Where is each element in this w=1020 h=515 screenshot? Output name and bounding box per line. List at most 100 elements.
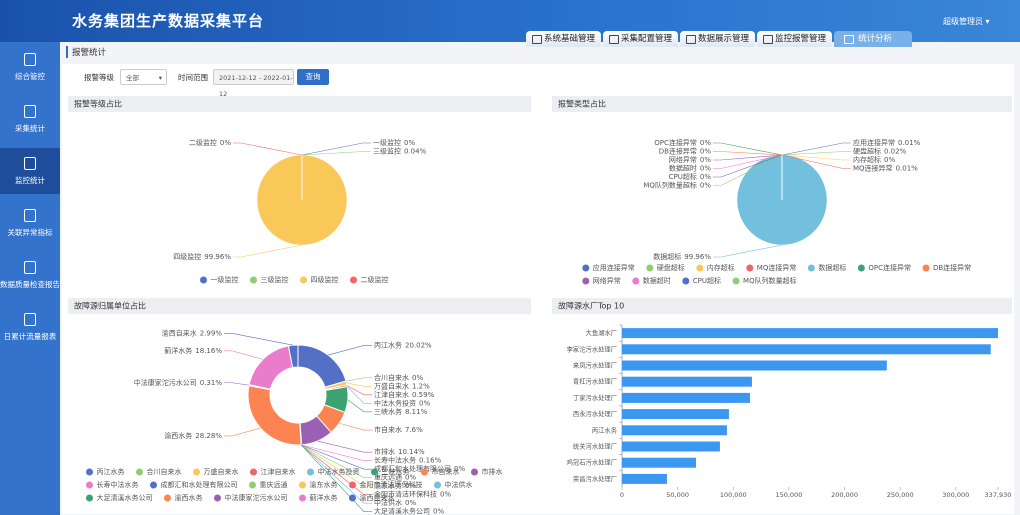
bar (622, 328, 998, 339)
x-tick-label: 50,000 (666, 491, 689, 499)
date-range[interactable]: 2021-12-12 - 2022-01-12 (213, 69, 294, 98)
legend-marker (582, 264, 590, 272)
select-value[interactable]: 全部 (126, 74, 139, 82)
tab[interactable]: 监控报警管理 (757, 31, 833, 47)
y-tick-label: 统关河水处理厂 (573, 442, 617, 451)
legend-label: 渝东水务 (310, 480, 338, 489)
label-line (713, 151, 783, 156)
label-value: 0% (884, 156, 895, 164)
pie-label: 市自来水 7.6% (374, 425, 423, 434)
legend-label: 一级监控 (211, 275, 239, 284)
bar (622, 376, 752, 387)
search-button[interactable]: 查询 (297, 69, 329, 85)
label-line (345, 377, 372, 382)
legend-marker (299, 481, 306, 489)
legend-marker (807, 264, 815, 272)
panel-header (552, 298, 1012, 314)
pie-label: 市排水 10.14% (374, 447, 425, 456)
label-line (781, 142, 851, 156)
label-name: 内存超标 (853, 155, 881, 164)
y-tick-label: 来凤污水处理厂 (573, 361, 617, 370)
label-name: 万盛自来水 (374, 381, 409, 390)
tab-active[interactable]: 统计分析 (834, 31, 913, 47)
legend-marker (732, 277, 740, 285)
label-line (347, 385, 372, 396)
legend-label: 大足清溪水务公司 (97, 493, 153, 502)
label-value: 0% (700, 139, 711, 147)
menu-item[interactable]: 数据质量检查报告 (0, 252, 60, 298)
user-menu[interactable]: 超级管理员 ▾ (943, 17, 990, 26)
menu-item[interactable]: 采集统计 (0, 96, 60, 142)
legend-marker (86, 468, 93, 476)
label-line (224, 427, 261, 437)
x-tick-label: 337,930 (985, 491, 1012, 499)
label-value: 0% (700, 173, 711, 181)
label-value: 20.02% (405, 341, 432, 349)
label-value: 0% (405, 474, 416, 482)
pie-label: 数据超时 0% (669, 164, 711, 173)
legend-label: 金阳市清洁环保科技 (360, 480, 423, 489)
menu-item[interactable]: 综合管控 (0, 44, 60, 90)
legend-marker (300, 276, 307, 284)
legend-label: OPC连接异常 (868, 263, 911, 272)
label-value: 0% (433, 508, 444, 515)
label-value: 2.99% (200, 329, 223, 337)
label-name: 市自来水 (374, 425, 402, 434)
label-line (713, 154, 783, 186)
menu-label[interactable]: 采集统计 (15, 124, 45, 133)
legend-label: 丙江水务 (97, 467, 125, 476)
user-name[interactable]: 超级管理员 (943, 17, 983, 26)
legend-marker (164, 494, 171, 502)
legend-label: 渝西自来水 (360, 493, 395, 502)
legend-label: MQ连接异常 (757, 263, 797, 272)
menu-item[interactable]: 日累计流量报表 (0, 304, 60, 350)
legend-marker (682, 277, 690, 285)
label-name: CPU超标 (669, 172, 697, 181)
pie-label: 硬盘超标 0.02% (853, 147, 907, 156)
label-name: 成都汇和水处理有限公司 (374, 464, 451, 473)
bar (622, 344, 991, 355)
label-line (347, 386, 372, 404)
menu-label[interactable]: 关联异常指标 (7, 228, 53, 237)
legend-label: 中法供水 (445, 480, 473, 489)
label-name: 丙江水务 (374, 340, 402, 349)
label-line (300, 444, 372, 470)
tab[interactable]: 系统基础管理 (526, 31, 602, 47)
label-value: 0% (404, 139, 415, 147)
legend-marker (307, 468, 314, 476)
label-name: 中法康家沱污水公司 (134, 378, 197, 387)
legend-marker (922, 264, 930, 272)
tab[interactable]: 采集配置管理 (603, 31, 679, 47)
label-value: 1.2% (412, 382, 430, 390)
legend-marker (857, 264, 865, 272)
pie-label: 中法康家沱污水公司 0.31% (134, 378, 223, 387)
legend-marker (471, 468, 478, 476)
legend-marker (746, 264, 754, 272)
label-name: OPC连接异常 (654, 138, 697, 147)
label-value: 18.16% (195, 347, 222, 355)
x-tick-label: 100,000 (720, 491, 747, 499)
legend-label: CPU超标 (693, 276, 721, 285)
x-tick-label: 150,000 (775, 491, 802, 499)
menu-label[interactable]: 数据质量检查报告 (0, 280, 60, 289)
menu-label[interactable]: 监控统计 (15, 176, 45, 185)
label-line (347, 399, 372, 413)
legend-label: 中法水务投资 (318, 467, 360, 476)
legend-marker (646, 264, 654, 272)
legend-label: DB连接异常 (933, 263, 971, 272)
x-tick-label: 200,000 (831, 491, 858, 499)
label-value: 0.01% (896, 165, 919, 173)
menu-label[interactable]: 日累计流量报表 (3, 332, 57, 341)
label-name: 大足清溪水务公司 (374, 507, 430, 515)
label-name: 江津自来水 (374, 390, 409, 399)
legend-label: 二级监控 (361, 275, 389, 284)
y-tick-label: 李家沱污水处理厂 (567, 344, 617, 353)
menu-item[interactable]: 关联异常指标 (0, 200, 60, 246)
tab[interactable]: 数据展示管理 (680, 31, 756, 47)
tabs: 系统基础管理 采集配置管理 数据展示管理 监控报警管理 统计分析 (526, 26, 914, 47)
label-line (339, 422, 372, 431)
menu-item-active[interactable]: 监控统计 (0, 148, 60, 194)
level-select[interactable]: 全部 ▾ (120, 69, 167, 85)
menu-label[interactable]: 综合管控 (15, 72, 45, 81)
label-value: 0% (454, 465, 465, 473)
